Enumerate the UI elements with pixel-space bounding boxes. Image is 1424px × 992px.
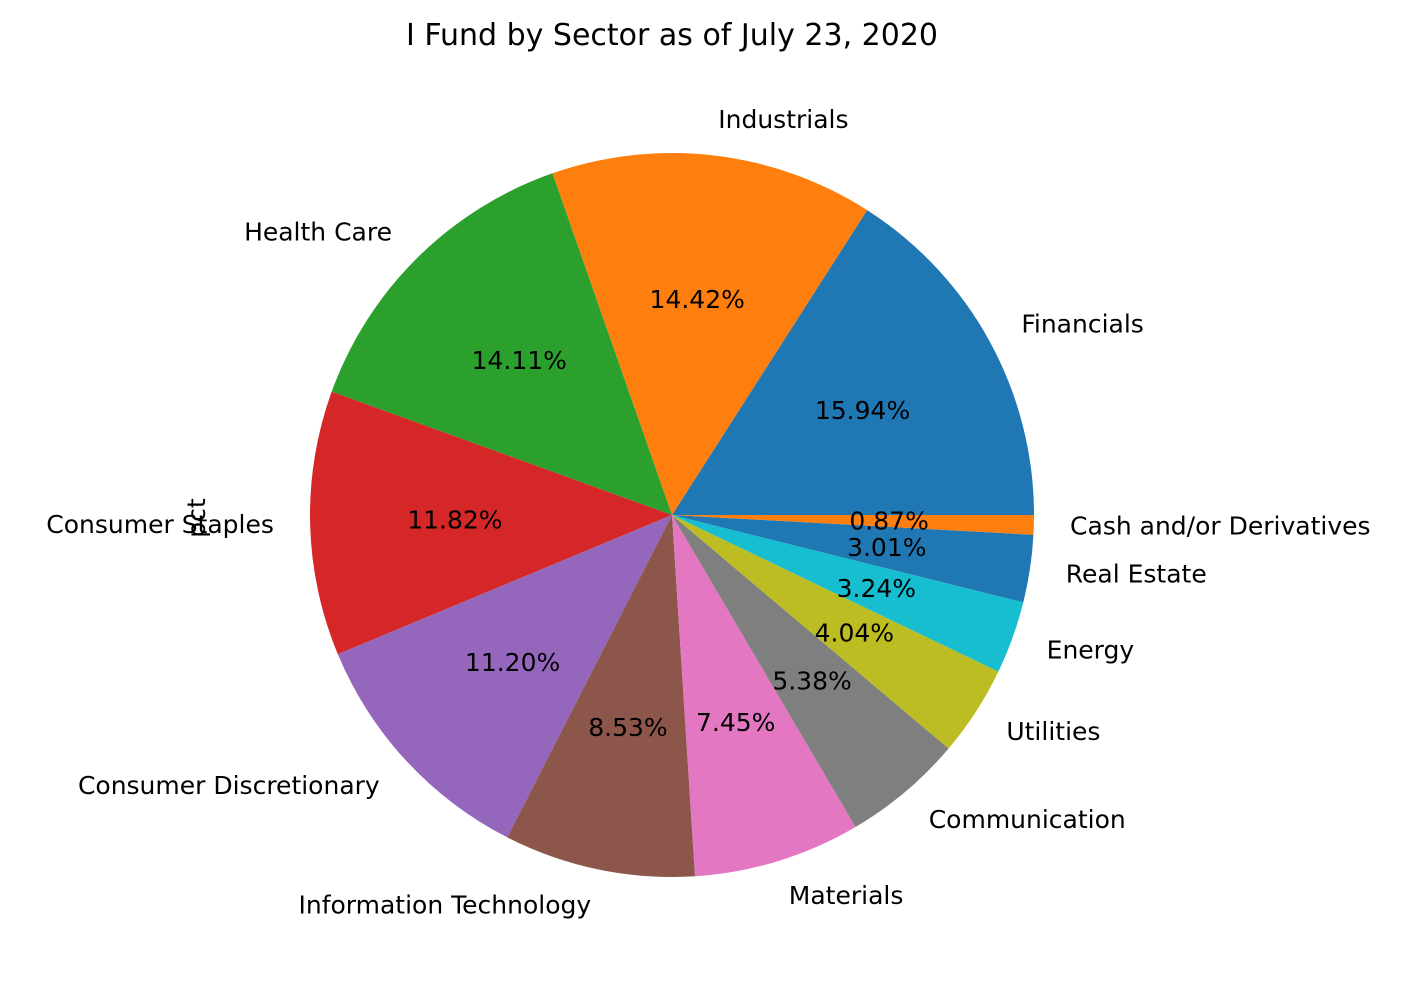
pct-label-cash-and-or-derivatives: 0.87% [849, 506, 928, 535]
slice-label-energy: Energy [1047, 635, 1135, 664]
pct-label-energy: 3.24% [837, 574, 916, 603]
pie-slice-financials [672, 210, 1034, 516]
slice-label-financials: Financials [1021, 309, 1144, 338]
pie-slices [310, 152, 1034, 878]
slice-label-industrials: Industrials [718, 105, 848, 134]
pie-slice-industrials [552, 152, 868, 515]
slice-label-real-estate: Real Estate [1066, 560, 1207, 589]
pct-label-financials: 15.94% [815, 396, 910, 425]
pie-slice-health-care [331, 173, 672, 515]
slice-label-materials: Materials [789, 881, 904, 910]
pie-slice-energy [672, 515, 1024, 672]
chart-title: I Fund by Sector as of July 23, 2020 [406, 18, 938, 53]
pie-slice-real-estate [672, 515, 1034, 603]
slice-label-communication: Communication [929, 805, 1126, 834]
pct-label-consumer-discretionary: 11.20% [465, 648, 560, 677]
pct-label-communication: 5.38% [772, 667, 851, 696]
slice-label-utilities: Utilities [1006, 717, 1100, 746]
pie-slice-cash-and-or-derivatives [672, 515, 1034, 535]
pct-label-materials: 7.45% [696, 708, 775, 737]
pct-label-utilities: 4.04% [815, 618, 894, 647]
pie-slice-utilities [672, 515, 999, 749]
slice-label-consumer-staples: Consumer Staples [46, 510, 274, 539]
pct-label-real-estate: 3.01% [847, 533, 926, 562]
slice-label-cash-and-or-derivatives: Cash and/or Derivatives [1070, 511, 1371, 540]
pct-label-information-technology: 8.53% [588, 713, 667, 742]
pie-slice-materials [672, 515, 856, 877]
y-axis-label: pct [182, 498, 211, 538]
pie-slice-communication [672, 515, 949, 828]
pie-slice-information-technology [507, 515, 696, 878]
slice-label-consumer-discretionary: Consumer Discretionary [78, 771, 380, 800]
pie-slice-consumer-staples [310, 391, 672, 655]
percent-labels: 15.94% 14.42% 14.11% 11.82% 11.20% 8.53% 7.45%… [407, 285, 929, 742]
slice-label-information-technology: Information Technology [298, 890, 591, 919]
slice-label-health-care: Health Care [244, 217, 392, 246]
pct-label-industrials: 14.42% [650, 285, 745, 314]
pct-label-consumer-staples: 11.82% [407, 506, 502, 535]
slice-labels: Financials Industrials Health Care Consumer… [46, 105, 1370, 919]
pie-slice-consumer-discretionary [337, 515, 672, 838]
pct-label-health-care: 14.11% [472, 346, 567, 375]
